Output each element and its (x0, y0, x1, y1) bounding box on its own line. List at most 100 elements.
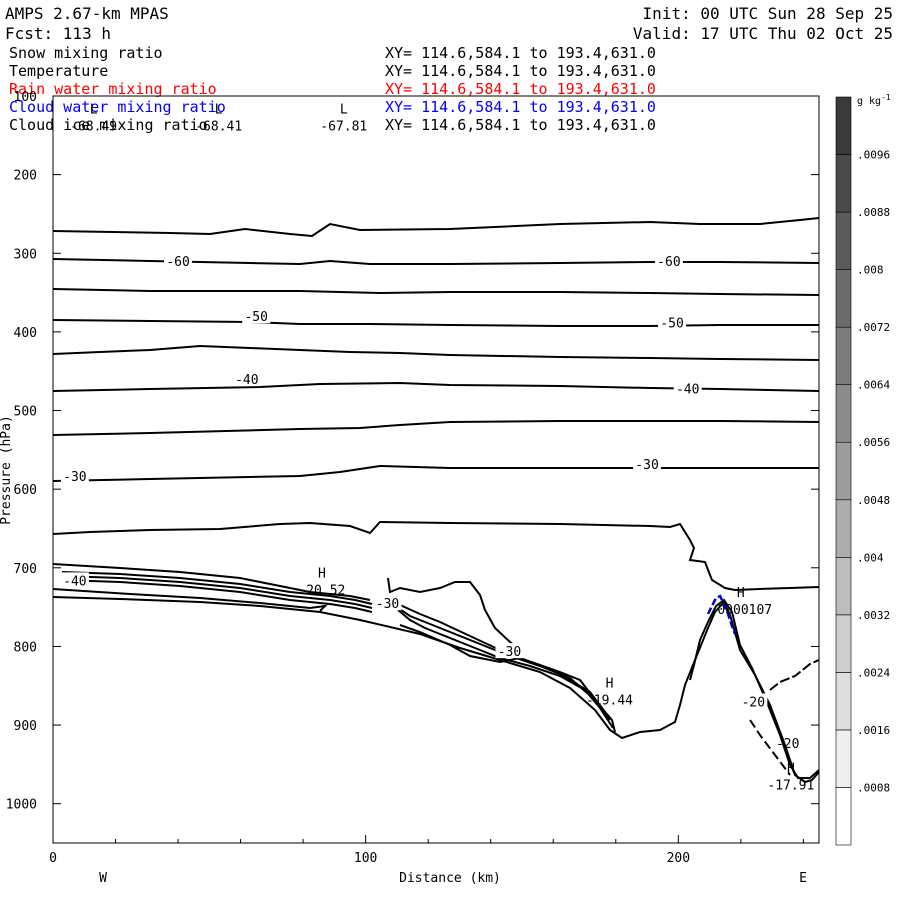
isotherm-line (391, 603, 611, 721)
isotherm-label: -30 (635, 458, 658, 473)
isotherm-line (52, 588, 328, 612)
colorbar-label: .0016 (857, 724, 890, 737)
colorbar-label: .008 (857, 264, 884, 277)
y-axis-label: Pressure (hPa) (0, 415, 14, 525)
isotherm-line (52, 288, 820, 296)
y-tick-label: 300 (14, 247, 37, 262)
y-tick-label: 700 (14, 562, 37, 577)
extremum-letter: L (90, 103, 98, 118)
field-label: Cloud ice mixing ratio (9, 116, 208, 134)
y-axis: 100 200 300 400 500 600 700 800 900 1000 (6, 90, 819, 813)
isotherm-label: -20 (742, 695, 765, 710)
isotherm-line (52, 217, 820, 238)
x-axis: 0 100 200 (49, 835, 804, 866)
colorbar-label: .0088 (857, 206, 890, 219)
colorbar-units: g kg-1 (857, 93, 891, 107)
extremum-value: .0000107 (710, 603, 773, 618)
isotherm-line (52, 596, 820, 784)
colorbar-label: .0032 (857, 609, 890, 622)
field-label: Cloud water mixing ratio (9, 98, 226, 116)
field-xy: XY= 114.6,584.1 to 193.4,631.0 (385, 62, 656, 80)
isotherm-label: -40 (235, 373, 258, 388)
model-title: AMPS 2.67-km MPAS (5, 4, 169, 23)
colorbar-label: .0048 (857, 494, 890, 507)
isotherm-line (52, 520, 820, 592)
colorbar-swatch (835, 441, 852, 501)
extremum-value: -17.91 (767, 779, 814, 794)
isotherm-label: -30 (376, 597, 399, 612)
extremum-letter: H (606, 677, 614, 692)
extremum-letter: H (318, 567, 326, 582)
isotherm-label-bg (495, 643, 524, 659)
forecast-hour: Fcst: 113 h (5, 24, 111, 43)
lower-contours (52, 563, 820, 784)
field-legend: Snow mixing ratio XY= 114.6,584.1 to 193.… (9, 44, 656, 134)
isotherm-line (52, 563, 371, 601)
isotherm-labels: -60 -60 -50 -50 -40 -40 -30 -30 -40 -30 -30 -20 -20 (60, 253, 799, 752)
isotherm-label-bg (242, 308, 271, 324)
extremum-value: -68.41 (195, 120, 242, 135)
y-tick-label: 100 (14, 90, 37, 105)
colorbar-label: .004 (857, 551, 884, 564)
extremum-value: -20.52 (298, 584, 345, 599)
isotherm-line (52, 381, 820, 392)
isotherm-lines (52, 217, 820, 592)
init-time: Init: 00 UTC Sun 28 Sep 25 (643, 4, 893, 23)
isotherm-label: -40 (676, 383, 699, 398)
isotherm-label-bg (60, 572, 89, 588)
colorbar-swatch (835, 499, 852, 558)
isotherm-line (52, 420, 820, 436)
extrema-markers: L -68.49 L -68.41 L -67.81 H -20.52 H -19.44 H .000… (70, 103, 814, 794)
isotherm-line (61, 575, 373, 609)
extremum-letter: H (737, 586, 745, 601)
colorbar: .0008 .0016 .0024 .0032 .004 .0048 .0056 .0064.… (835, 96, 890, 846)
cloud-water-contour (706, 594, 737, 635)
y-tick-label: 1000 (6, 798, 37, 813)
isotherm-label: -30 (498, 645, 521, 660)
y-tick-label: 200 (14, 169, 37, 184)
y-tick-label: 400 (14, 326, 37, 341)
x-tick-label: 100 (354, 851, 377, 866)
extremum-value: -68.49 (70, 120, 117, 135)
isotherm-label-bg (658, 314, 687, 330)
isotherm-label: -50 (660, 316, 683, 331)
field-xy: XY= 114.6,584.1 to 193.4,631.0 (385, 44, 656, 62)
extremum-value: -67.81 (320, 120, 367, 135)
colorbar-label: .0072 (857, 321, 890, 334)
isotherm-label: -20 (776, 737, 799, 752)
extremum-letter: H (787, 762, 795, 777)
y-tick-label: 500 (14, 405, 37, 420)
field-xy: XY= 114.6,584.1 to 193.4,631.0 (385, 98, 656, 116)
field-label: Rain water mixing ratio (9, 80, 217, 98)
isotherm-label-bg (654, 253, 683, 269)
field-label: Snow mixing ratio (9, 44, 163, 62)
isotherm-line (689, 598, 820, 779)
isotherm-label-bg (60, 467, 89, 483)
isotherm-label-bg (673, 380, 702, 396)
plot-frame (52, 95, 820, 844)
colorbar-swatch (835, 154, 852, 213)
extremum-value: -19.44 (586, 694, 633, 709)
colorbar-swatch (835, 672, 852, 731)
y-tick-label: 800 (14, 640, 37, 655)
field-xy: XY= 114.6,584.1 to 193.4,631.0 (385, 80, 656, 98)
isotherm-line (52, 319, 819, 327)
colorbar-label: .0056 (857, 436, 890, 449)
isotherm-line (52, 344, 820, 361)
colorbar-swatch (835, 729, 852, 788)
colorbar-label: .0096 (857, 149, 890, 162)
colorbar-swatch (835, 326, 852, 385)
colorbar-label: .0024 (857, 666, 890, 679)
isotherm-label-bg (739, 693, 768, 709)
x-tick-label: 0 (49, 851, 57, 866)
isotherm-label: -60 (657, 255, 680, 270)
isotherm-line (61, 571, 373, 605)
isotherm-line (749, 719, 791, 776)
colorbar-swatch (835, 96, 852, 155)
east-label: E (799, 871, 807, 886)
colorbar-swatch (835, 384, 852, 443)
west-label: W (99, 871, 107, 886)
y-tick-label: 600 (14, 483, 37, 498)
